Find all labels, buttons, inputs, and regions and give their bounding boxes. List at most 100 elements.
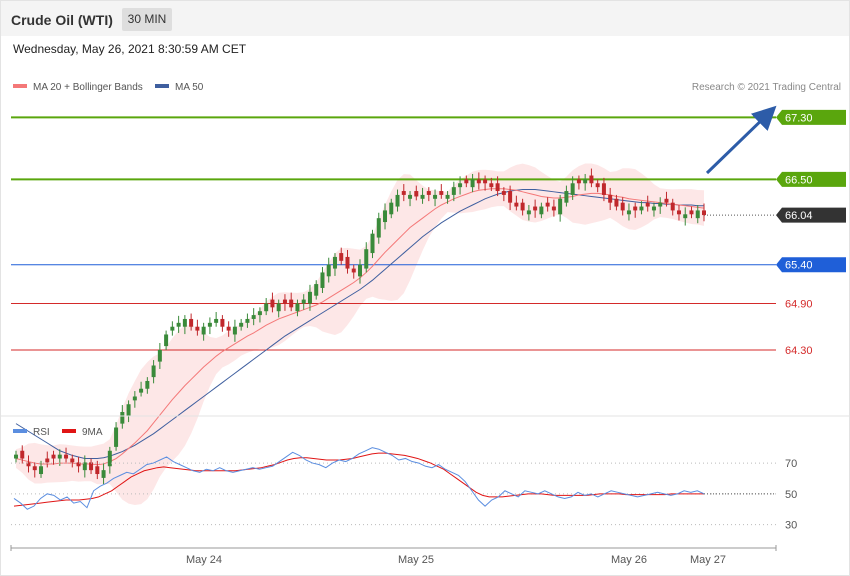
candle-body xyxy=(139,388,144,393)
candle-body xyxy=(295,303,300,312)
candle-body xyxy=(364,249,369,269)
candle-body xyxy=(251,315,256,319)
candle-body xyxy=(145,380,150,389)
x-label-2: May 26 xyxy=(611,554,647,566)
candle-body xyxy=(545,202,550,207)
candle-body xyxy=(564,191,569,203)
candle-body xyxy=(583,179,588,184)
candle-body xyxy=(495,183,500,192)
candle-body xyxy=(282,299,287,304)
timeframe-button[interactable]: 30 MIN xyxy=(122,8,172,31)
candle-body xyxy=(445,194,450,199)
candle-body xyxy=(520,202,525,211)
level-label-64.30: 64.30 xyxy=(785,345,813,357)
candle-body xyxy=(570,183,575,195)
candle-body xyxy=(151,365,156,378)
candle-body xyxy=(201,326,206,335)
candle-body xyxy=(470,179,475,188)
level-label-66.50: 66.50 xyxy=(785,174,813,186)
candle-body xyxy=(82,462,87,471)
candle-body xyxy=(164,334,169,347)
ma50-legend-swatch xyxy=(155,84,169,88)
x-label-1: May 25 xyxy=(398,554,434,566)
candle-body xyxy=(239,322,244,327)
candle-body xyxy=(370,233,375,254)
candle-body xyxy=(439,191,444,195)
candle-body xyxy=(20,450,25,459)
candle-body xyxy=(676,210,681,215)
candle-body xyxy=(401,191,406,195)
candle-body xyxy=(614,198,619,207)
candle-body xyxy=(551,206,556,211)
candle-body xyxy=(508,191,513,203)
level-tag-67.30 xyxy=(776,109,846,125)
rsi-tick-70: 70 xyxy=(785,458,797,470)
candle-body xyxy=(683,214,688,219)
candle-body xyxy=(176,322,181,327)
candle-body xyxy=(220,318,225,327)
candle-body xyxy=(214,318,219,323)
candle-body xyxy=(395,194,400,207)
candle-body xyxy=(464,179,469,184)
price-levels: 67.30 66.50 66.04 65.40 64.90 64.30 xyxy=(11,109,846,357)
candle-body xyxy=(289,299,294,308)
candle-body xyxy=(76,462,81,467)
candle-body xyxy=(408,194,413,199)
candle-body xyxy=(157,349,162,362)
candle-body xyxy=(426,191,431,195)
rsi-tick-50: 50 xyxy=(785,489,797,501)
ma50-line xyxy=(15,188,704,460)
candle-body xyxy=(132,396,137,401)
candle-body xyxy=(264,303,269,312)
target-arrow xyxy=(705,105,777,175)
candle-body xyxy=(695,210,700,219)
candle-body xyxy=(307,291,312,304)
rsi-tick-30: 30 xyxy=(785,520,797,532)
candle-body xyxy=(226,326,231,331)
candle-body xyxy=(107,450,112,467)
candle-body xyxy=(601,183,606,195)
ma20-legend-label: MA 20 + Bollinger Bands xyxy=(33,82,143,93)
bollinger-band-area xyxy=(16,163,704,505)
level-label-66.04: 66.04 xyxy=(785,210,813,222)
candle-body xyxy=(332,256,337,269)
chart-datetime: Wednesday, May 26, 2021 8:30:59 AM CET xyxy=(13,42,247,56)
candle-body xyxy=(658,202,663,207)
candle-body xyxy=(533,206,538,211)
candle-body xyxy=(420,194,425,199)
rsi-ma-legend-label: 9MA xyxy=(82,427,103,438)
candle-body xyxy=(433,194,438,199)
level-label-67.30: 67.30 xyxy=(785,112,813,124)
candle-body xyxy=(702,210,706,216)
candle-body xyxy=(351,268,356,273)
candle-body xyxy=(245,318,250,323)
candle-body xyxy=(32,466,37,471)
chart-header: Crude Oil (WTI) 30 MIN xyxy=(1,1,849,36)
candle-body xyxy=(182,318,187,327)
candle-body xyxy=(301,299,306,304)
rsi-ma-legend-swatch xyxy=(62,429,76,433)
candle-body xyxy=(376,218,381,238)
ma20-legend-swatch xyxy=(13,84,27,88)
candle-body xyxy=(326,264,331,277)
level-label-65.40: 65.40 xyxy=(785,260,813,272)
candle-body xyxy=(514,202,519,207)
x-axis-labels: May 24 May 25 May 26 May 27 xyxy=(186,554,726,566)
candle-body xyxy=(232,326,237,335)
candle-body xyxy=(14,454,18,459)
ma50-legend-label: MA 50 xyxy=(175,82,204,93)
candles xyxy=(14,168,706,485)
candle-body xyxy=(483,179,488,184)
candle-body xyxy=(314,284,319,296)
candle-body xyxy=(526,210,531,215)
candle-body xyxy=(320,272,325,288)
candle-body xyxy=(626,210,631,215)
candle-body xyxy=(595,183,600,188)
candle-body xyxy=(489,183,494,188)
bollinger-band xyxy=(16,163,704,505)
candle-body xyxy=(576,179,581,184)
candle-body xyxy=(170,326,175,331)
candle-body xyxy=(476,179,481,184)
candle-body xyxy=(70,458,75,463)
